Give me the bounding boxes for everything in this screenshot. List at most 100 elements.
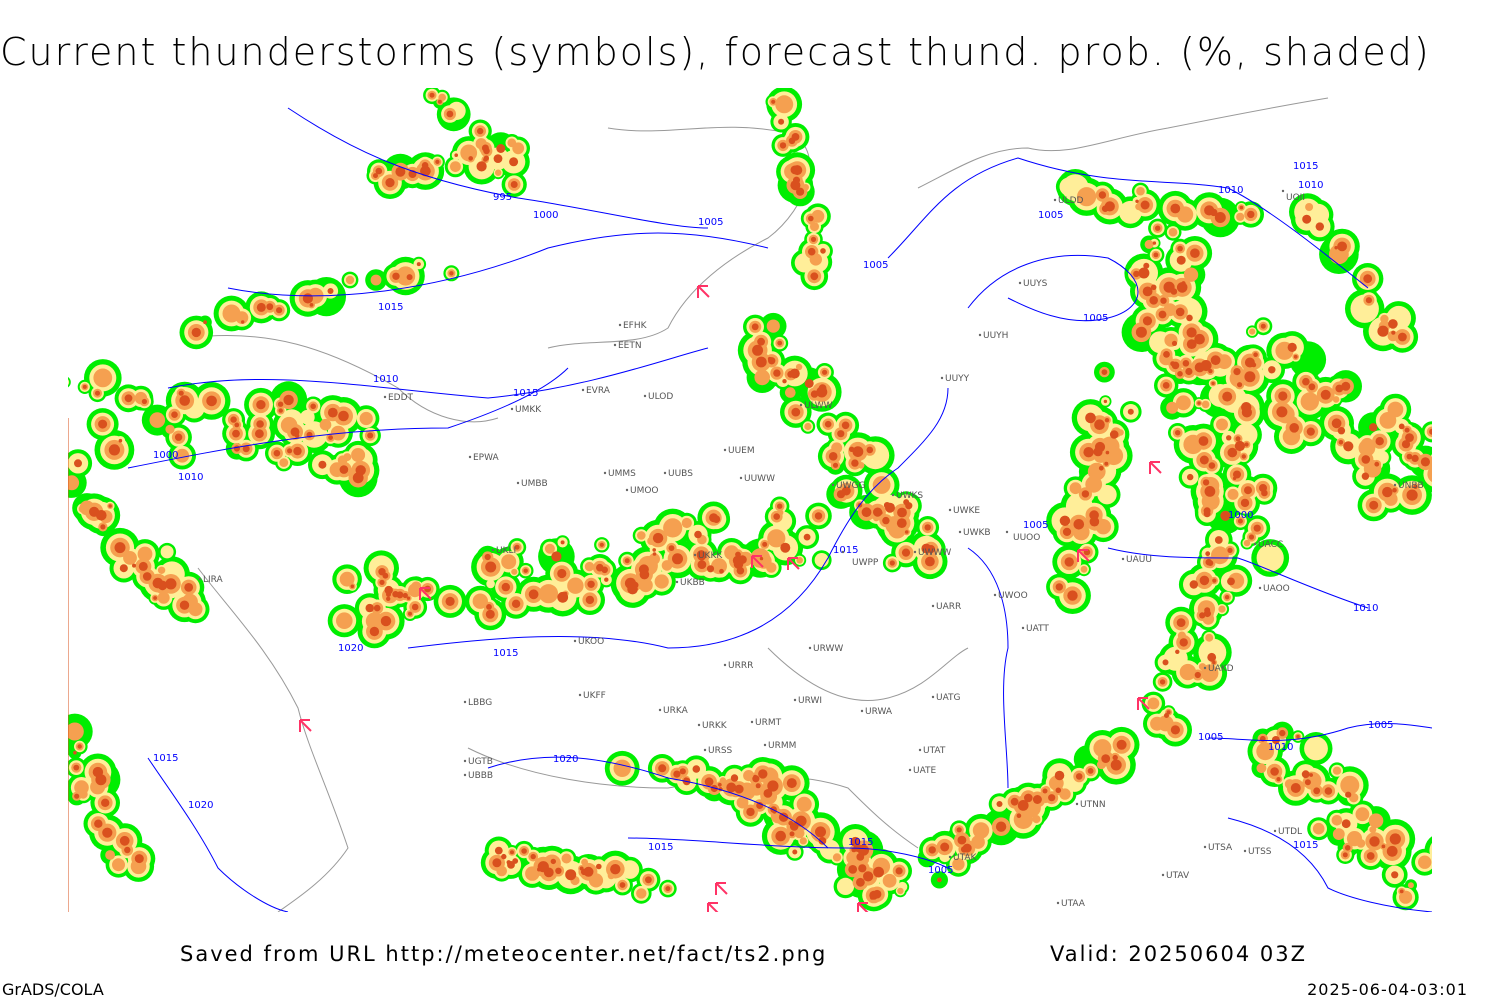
probability-cell — [996, 801, 1003, 807]
probability-cell — [1302, 377, 1310, 386]
station-label: UMBB — [521, 479, 548, 489]
probability-cell — [1216, 354, 1232, 370]
probability-cell — [789, 822, 799, 831]
probability-cell — [1276, 777, 1281, 782]
probability-cell — [796, 796, 812, 812]
probability-cell — [1340, 775, 1360, 795]
probability-cell — [256, 400, 266, 410]
isobar-label: 995 — [493, 192, 512, 203]
station-dot — [578, 693, 582, 697]
probability-cell — [1312, 822, 1325, 835]
probability-cell — [795, 363, 803, 371]
probability-cell — [73, 764, 80, 771]
thunderstorm-symbol-icon — [1077, 549, 1090, 562]
probability-cell — [124, 394, 133, 403]
isobar-label: 1005 — [1038, 210, 1063, 221]
probability-cell — [1224, 595, 1230, 600]
probability-cell — [1399, 889, 1404, 894]
probability-cell — [766, 319, 780, 333]
probability-cell — [1387, 330, 1399, 342]
isobar-label: 1010 — [1218, 185, 1243, 196]
probability-cell — [351, 448, 366, 462]
station-dot — [841, 550, 845, 554]
probability-cell — [483, 155, 489, 161]
probability-cell — [1365, 297, 1372, 304]
probability-cell — [1166, 401, 1179, 414]
probability-cell — [1073, 519, 1085, 530]
probability-cell — [851, 459, 859, 467]
probability-cell — [1080, 565, 1088, 573]
probability-cell — [108, 444, 120, 456]
source-url: Saved from URL http://meteocenter.net/fa… — [180, 942, 828, 966]
probability-cell — [511, 599, 521, 608]
probability-cell — [1337, 241, 1347, 252]
station-label: EPWA — [473, 453, 500, 463]
probability-cell — [773, 513, 780, 520]
probability-cell — [1207, 652, 1217, 662]
probability-cell — [411, 603, 419, 611]
probability-cell — [1198, 436, 1209, 446]
probability-cell — [1239, 205, 1244, 210]
probability-cell — [486, 604, 492, 610]
isobar-label: 1020 — [338, 643, 363, 654]
station-dot — [468, 455, 472, 459]
probability-cell — [1085, 412, 1096, 424]
station-label: UAKD — [1208, 664, 1234, 674]
probability-cell — [1186, 314, 1193, 322]
probability-cell — [1138, 267, 1150, 279]
probability-cell — [230, 416, 237, 423]
probability-cell — [179, 395, 190, 406]
probability-cell — [1211, 381, 1215, 386]
probability-cell — [673, 770, 681, 778]
probability-cell — [233, 445, 240, 452]
probability-cell — [1341, 381, 1351, 391]
probability-cell — [1244, 486, 1252, 495]
probability-cell — [1133, 270, 1140, 278]
station-label: UKKK — [698, 551, 723, 561]
probability-cell — [1332, 766, 1342, 775]
probability-cell — [652, 552, 657, 556]
probability-cell — [1104, 446, 1124, 466]
station-dot — [1021, 626, 1025, 630]
station-label: UWKB — [963, 528, 991, 538]
probability-cell — [1152, 241, 1157, 245]
station-dot — [1203, 666, 1207, 670]
thunderstorm-symbol-icon — [787, 557, 800, 570]
isobar-line — [127, 367, 569, 469]
probability-cell — [652, 548, 656, 552]
station-label: UTAA — [1061, 899, 1086, 909]
probability-cell — [732, 555, 743, 566]
isobar-line — [487, 756, 829, 849]
probability-cell — [138, 561, 148, 571]
isobar-line — [407, 557, 829, 649]
station-label: UTAT — [923, 746, 946, 756]
isobar-label: 1000 — [533, 210, 558, 221]
probability-cell — [755, 356, 767, 368]
probability-cell — [668, 545, 675, 551]
probability-cell — [98, 419, 108, 429]
probability-cell — [1270, 767, 1279, 776]
probability-cell — [1185, 367, 1193, 376]
probability-cell — [1369, 836, 1380, 847]
station-dot — [618, 323, 622, 327]
probability-cell — [278, 408, 283, 413]
isobar-label: 1015 — [493, 648, 518, 659]
probability-cell — [266, 303, 274, 311]
isobar-line — [627, 837, 949, 869]
probability-cell — [681, 517, 692, 529]
station-label: UUOO — [1013, 533, 1040, 543]
probability-cell — [1194, 333, 1205, 345]
probability-cell — [521, 848, 527, 854]
probability-cell — [287, 448, 293, 454]
probability-cell — [1101, 754, 1111, 763]
probability-cell — [310, 403, 316, 410]
probability-cell — [421, 162, 429, 169]
isobar-line — [1227, 817, 1432, 912]
station-dot — [463, 759, 467, 763]
probability-cell — [753, 774, 757, 779]
probability-cell — [493, 154, 503, 163]
probability-cell — [752, 344, 764, 356]
probability-cell — [327, 288, 334, 294]
probability-cell — [1306, 427, 1315, 436]
station-dot — [948, 508, 952, 512]
